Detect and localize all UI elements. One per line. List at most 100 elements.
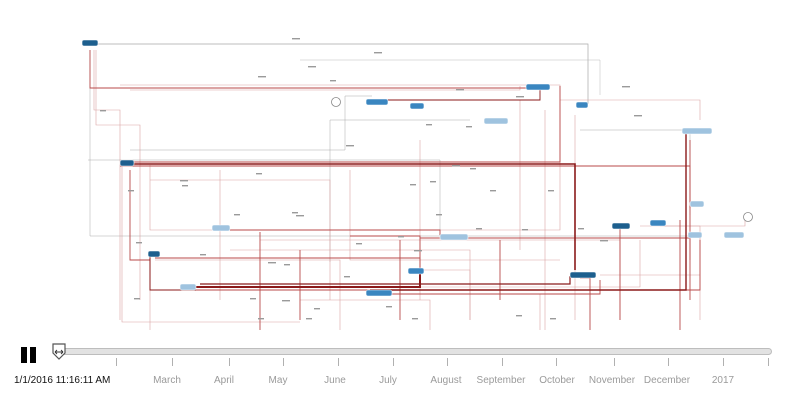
activity-node[interactable] (409, 102, 425, 110)
activity-node[interactable] (119, 159, 135, 167)
timeline-tick (116, 358, 117, 366)
current-time-label: 1/1/2016 11:16:11 AM (14, 375, 111, 386)
edge-label (470, 168, 476, 170)
month-label: November (588, 375, 636, 386)
timeline-tick (614, 358, 615, 366)
edge-label (456, 89, 464, 91)
edge-label (414, 250, 422, 252)
activity-node[interactable] (365, 289, 393, 297)
activity-node[interactable] (483, 117, 509, 125)
month-label: April (213, 375, 235, 386)
graph-edge (349, 170, 560, 261)
edge-label (412, 318, 418, 320)
graph-edge (660, 217, 746, 227)
activity-node[interactable] (407, 267, 425, 275)
graph-edge (124, 86, 561, 163)
activity-node[interactable] (365, 98, 389, 106)
graph-edge (149, 165, 215, 231)
edge-label (548, 190, 554, 192)
graph-edge (95, 50, 141, 300)
activity-node[interactable] (179, 283, 197, 291)
start-node[interactable] (331, 97, 341, 107)
graph-edge (120, 84, 561, 100)
activity-node[interactable] (439, 233, 469, 241)
graph-edge (195, 240, 641, 288)
edge-label (466, 126, 472, 128)
edge-label (398, 236, 404, 238)
edge-label (600, 240, 608, 242)
activity-node[interactable] (525, 83, 551, 91)
edge-label (452, 165, 460, 167)
end-node[interactable] (743, 212, 753, 222)
process-flow-graph[interactable] (0, 0, 800, 330)
graph-edge (350, 235, 421, 270)
pause-icon (21, 347, 27, 363)
graph-edge (120, 165, 691, 208)
month-label: September (476, 375, 526, 386)
month-label: October (539, 375, 575, 386)
edge-label (386, 306, 392, 308)
graph-edge (370, 86, 541, 101)
activity-node[interactable] (689, 200, 705, 208)
edge-label (330, 80, 336, 82)
nodes-layer (81, 39, 753, 297)
graph-edge (230, 249, 471, 320)
graph-edge (226, 229, 441, 235)
edge-label (314, 308, 320, 310)
edge-label (634, 115, 642, 117)
graph-edge (196, 240, 701, 291)
edge-label (268, 262, 276, 264)
edge-label (410, 184, 416, 186)
timeline-tick (768, 358, 769, 366)
timeline-tick (723, 358, 724, 366)
edge-label (374, 52, 382, 54)
graph-edge (200, 276, 571, 285)
edge-label (292, 38, 300, 40)
edge-label (308, 66, 316, 68)
graph-edge (600, 235, 701, 276)
activity-node[interactable] (211, 224, 231, 232)
activity-node[interactable] (723, 231, 745, 239)
edges-layer (88, 43, 746, 330)
edge-label (346, 145, 354, 147)
activity-node[interactable] (687, 231, 703, 239)
pause-button[interactable] (18, 345, 40, 365)
activity-node[interactable] (649, 219, 667, 227)
activity-node[interactable] (611, 222, 631, 230)
graph-edge (130, 86, 521, 91)
activity-node[interactable] (147, 250, 161, 258)
graph-edge (196, 272, 421, 288)
edge-label (522, 229, 528, 231)
graph-edge (380, 293, 541, 330)
edge-label (550, 318, 556, 320)
activity-node[interactable] (575, 101, 589, 109)
graph-edge (124, 163, 576, 270)
timeline-track[interactable] (56, 348, 772, 355)
graph-edge (640, 225, 701, 320)
month-label: July (379, 375, 397, 386)
pause-icon-bar (30, 347, 36, 363)
timeline-tick (338, 358, 339, 366)
graph-edge (560, 99, 701, 120)
edge-label (250, 298, 256, 300)
timeline-tick (283, 358, 284, 366)
timeline-handle[interactable] (51, 343, 67, 361)
month-label: 2017 (711, 375, 735, 386)
activity-node[interactable] (81, 39, 99, 47)
edge-label (258, 76, 266, 78)
edge-label (100, 110, 106, 112)
timeline-controls (0, 330, 800, 412)
graph-edge (300, 299, 431, 330)
edge-label (516, 96, 524, 98)
edge-label (282, 300, 290, 302)
activity-node[interactable] (681, 127, 713, 135)
graph-edge (130, 95, 372, 151)
edge-label (134, 298, 140, 300)
edge-label (180, 180, 188, 182)
graph-edge (88, 159, 441, 236)
month-label: August (430, 375, 462, 386)
timeline-tick (229, 358, 230, 366)
graph-edge (155, 259, 341, 330)
edge-label (234, 214, 240, 216)
activity-node[interactable] (569, 271, 597, 279)
